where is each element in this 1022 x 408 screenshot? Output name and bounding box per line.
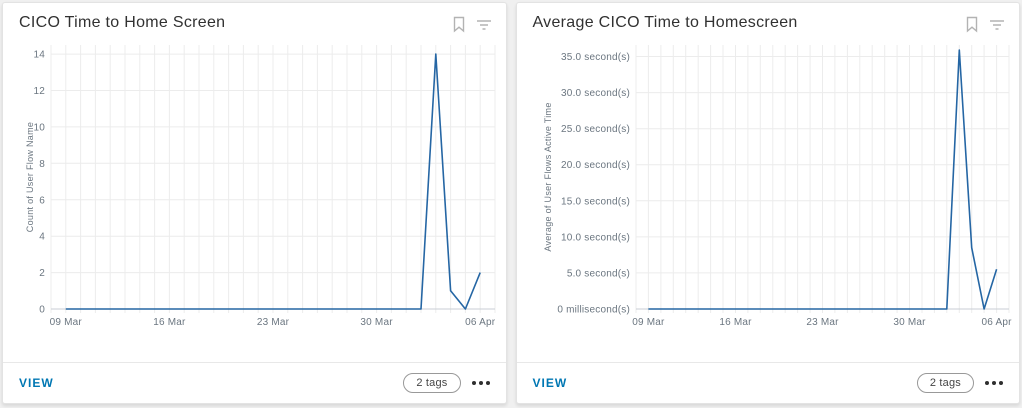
card-header: Average CICO Time to Homescreen: [517, 3, 1020, 37]
bookmark-icon[interactable]: [452, 16, 466, 33]
y-tick-label: 14: [33, 50, 45, 61]
card-cico-count: CICO Time to Home Screen 0 2 4 6 8 10 12 14 09 M…: [2, 2, 507, 404]
x-tick-label: 16 Mar: [719, 317, 752, 328]
data-line: [647, 49, 997, 310]
header-icons: [452, 14, 492, 33]
x-tick-label: 23 Mar: [806, 317, 839, 328]
filter-icon[interactable]: [989, 17, 1005, 32]
x-tick-label: 16 Mar: [153, 317, 186, 328]
card-footer: VIEW 2 tags: [3, 362, 506, 403]
chart-area-count[interactable]: 0 2 4 6 8 10 12 14 09 Mar 16 Mar 23 Mar 30 Mar 06 Ap…: [3, 37, 506, 342]
y-axis-title: Count of User Flow Name: [25, 122, 35, 232]
x-tick-label: 09 Mar: [50, 317, 83, 328]
tags-badge[interactable]: 2 tags: [403, 373, 461, 393]
y-tick-label: 30.0 second(s): [561, 88, 630, 99]
y-tick-label: 15.0 second(s): [561, 196, 630, 207]
average-line-chart: 0 millisecond(s) 5.0 second(s) 10.0 second…: [543, 45, 1012, 328]
y-tick-label: 12: [33, 86, 45, 97]
footer-actions: 2 tags: [403, 373, 491, 393]
card-footer: VIEW 2 tags: [516, 362, 1019, 403]
y-tick-label: 4: [39, 232, 45, 243]
card-title: CICO Time to Home Screen: [19, 14, 226, 31]
y-tick-label: 25.0 second(s): [561, 124, 630, 135]
card-header: CICO Time to Home Screen: [3, 3, 506, 37]
y-tick-label: 8: [39, 159, 45, 170]
x-tick-label: 30 Mar: [893, 317, 926, 328]
y-tick-label: 6: [39, 195, 45, 206]
more-menu-icon[interactable]: [983, 377, 1005, 389]
tags-badge[interactable]: 2 tags: [916, 373, 974, 393]
data-line: [65, 53, 481, 310]
x-tick-label: 09 Mar: [632, 317, 665, 328]
y-tick-label: 2: [39, 268, 45, 279]
y-tick-label: 5.0 second(s): [566, 268, 629, 279]
y-tick-label: 10: [33, 122, 45, 133]
y-tick-label: 0 millisecond(s): [557, 305, 630, 316]
chart-area-average[interactable]: 0 millisecond(s) 5.0 second(s) 10.0 second…: [517, 37, 1020, 342]
count-line-chart: 0 2 4 6 8 10 12 14 09 Mar 16 Mar 23 Mar 30 Mar 06 Ap…: [25, 45, 496, 328]
view-link[interactable]: VIEW: [532, 376, 568, 390]
view-link[interactable]: VIEW: [19, 376, 54, 390]
x-tick-label: 06 Apr: [981, 317, 1012, 328]
x-tick-label: 06 Apr: [465, 317, 496, 328]
y-tick-label: 35.0 second(s): [561, 52, 630, 63]
filter-icon[interactable]: [476, 17, 492, 32]
card-cico-average: Average CICO Time to Homescreen 0 millis…: [515, 2, 1020, 404]
card-title: Average CICO Time to Homescreen: [532, 14, 798, 31]
y-tick-label: 20.0 second(s): [561, 160, 630, 171]
y-tick-label: 10.0 second(s): [561, 232, 630, 243]
header-icons: [965, 14, 1005, 33]
y-axis-title: Average of User Flows Active Time: [543, 102, 553, 251]
bookmark-icon[interactable]: [965, 16, 979, 33]
footer-actions: 2 tags: [916, 373, 1005, 393]
x-tick-label: 30 Mar: [360, 317, 393, 328]
more-menu-icon[interactable]: [470, 377, 492, 389]
x-tick-label: 23 Mar: [257, 317, 290, 328]
y-tick-label: 0: [39, 305, 45, 316]
